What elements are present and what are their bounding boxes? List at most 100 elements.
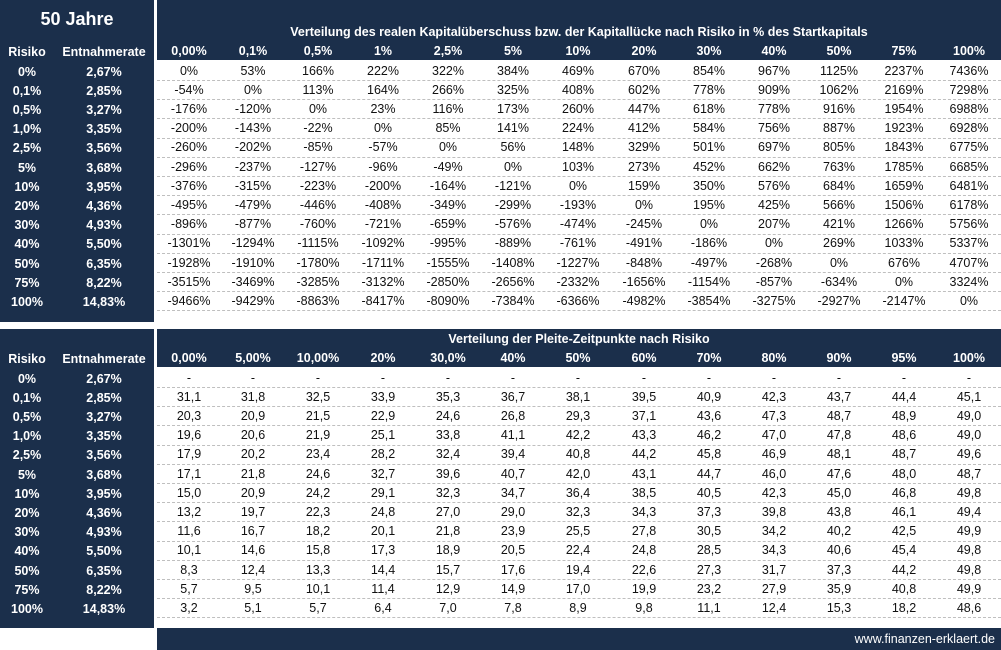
table-cell: 5337% <box>949 236 989 251</box>
table-cell: 116% <box>432 101 464 116</box>
table-cell: 23,4 <box>305 447 331 462</box>
table-cell: 1843% <box>884 140 924 155</box>
table-cell: 29,1 <box>370 485 396 500</box>
table-cell: 27,3 <box>696 562 722 577</box>
table-cell: -1301% <box>167 236 211 251</box>
withdrawal-rate-value: 3,27% <box>86 102 122 117</box>
column-header-cell: 30% <box>696 44 722 58</box>
table-cell: 6,4 <box>374 600 392 615</box>
table-cell: 34,7 <box>500 485 526 500</box>
table-cell: 40,9 <box>696 389 722 404</box>
table-row: -376% -315% -223% -200% -164% -121% 0% 159% 350%… <box>157 176 1001 197</box>
table-cell: 21,5 <box>305 408 331 423</box>
table-cell: - <box>380 370 386 385</box>
table-cell: 756% <box>758 121 790 136</box>
risk-value: 5% <box>17 160 37 175</box>
table-cell: 45,1 <box>956 389 982 404</box>
table-cell: 36,4 <box>565 485 591 500</box>
column-header-cell: 50% <box>565 351 591 365</box>
table-cell: -995% <box>429 236 467 251</box>
table-cell: 48,6 <box>891 428 917 443</box>
withdrawal-rate-value: 2,67% <box>86 371 122 386</box>
table-cell: -3285% <box>296 274 340 289</box>
risk-value: 75% <box>14 582 40 597</box>
table-cell: 4707% <box>949 255 989 270</box>
risk-value: 0,1% <box>12 83 42 98</box>
table-cell: -877% <box>234 217 272 232</box>
table-cell: 778% <box>758 101 790 116</box>
row-label: 20% 4,36% <box>0 196 154 215</box>
table-cell: 266% <box>432 82 464 97</box>
table-cell: 33,8 <box>435 428 461 443</box>
table-cell: 22,3 <box>305 504 331 519</box>
withdrawal-rate-value: 8,22% <box>86 275 122 290</box>
table-cell: 39,4 <box>500 447 526 462</box>
table-cell: -376% <box>170 178 208 193</box>
withdrawal-rate-value: 4,93% <box>86 218 122 233</box>
table-cell: - <box>641 370 647 385</box>
table-cell: -143% <box>234 121 272 136</box>
table-cell: 0% <box>308 101 328 116</box>
table-cell: -9466% <box>167 293 211 308</box>
table-cell: -659% <box>429 217 467 232</box>
table-cell: 32,4 <box>435 447 461 462</box>
column-header-cell: 10,00% <box>296 351 340 365</box>
table-cell: 26,8 <box>500 408 526 423</box>
table-cell: -349% <box>429 197 467 212</box>
table-cell: 15,8 <box>305 543 331 558</box>
table-cell: 46,1 <box>891 504 917 519</box>
table-cell: 56% <box>500 140 526 155</box>
table-cell: 0% <box>634 197 654 212</box>
table-cell: 103% <box>562 159 594 174</box>
column-header-cell: 75% <box>891 44 917 58</box>
table-cell: 17,0 <box>565 581 591 596</box>
table-cell: 49,8 <box>956 485 982 500</box>
table-cell: -127% <box>299 159 337 174</box>
table-cell: -8417% <box>361 293 405 308</box>
table-row: 31,1 31,8 32,5 33,9 35,3 36,7 38,1 39,5 40,9 42,3… <box>157 387 1001 408</box>
row-label: 10% 3,95% <box>0 177 154 196</box>
table-cell: 45,4 <box>891 543 917 558</box>
table-cell: 697% <box>758 140 790 155</box>
table-cell: 38,1 <box>565 389 591 404</box>
table-cell: 421% <box>823 217 855 232</box>
footer-bar <box>157 628 1001 650</box>
withdrawal-rate-value: 5,50% <box>86 544 122 559</box>
table-cell: 207% <box>758 217 790 232</box>
table-cell: 0% <box>829 255 849 270</box>
table-cell: -634% <box>820 274 858 289</box>
column-header-cell: 0,1% <box>238 44 268 58</box>
table-cell: 28,2 <box>370 447 396 462</box>
table-cell: -260% <box>170 140 208 155</box>
table-cell: 7,8 <box>504 600 522 615</box>
table-cell: 322% <box>432 63 464 78</box>
table-cell: -1227% <box>556 255 600 270</box>
table-row: 10,1 14,6 15,8 17,3 18,9 20,5 22,4 24,8 28,5 34,3… <box>157 541 1001 561</box>
table-cell: 47,6 <box>826 466 852 481</box>
table-cell: 46,2 <box>696 428 722 443</box>
table-row: -296% -237% -127% -96% -49% 0% 103% 273% 452% 662… <box>157 157 1001 177</box>
row-label: 0,1% 2,85% <box>0 388 154 407</box>
table-cell: -760% <box>299 217 337 232</box>
table-cell: 48,7 <box>956 466 982 481</box>
table-cell: -245% <box>625 217 663 232</box>
table-cell: - <box>836 370 842 385</box>
table-cell: 32,7 <box>370 466 396 481</box>
table-cell: 40,7 <box>500 466 526 481</box>
table2-title-text: Verteilung der Pleite-Zeitpunkte nach Ri… <box>448 332 710 346</box>
table-cell: 1923% <box>884 121 924 136</box>
table-cell: 45,8 <box>696 447 722 462</box>
table-cell: 30,5 <box>696 524 722 539</box>
table-cell: -1555% <box>426 255 470 270</box>
table-row: 15,0 20,9 24,2 29,1 32,3 34,7 36,4 38,5 40,5 42,3… <box>157 483 1001 504</box>
title-text: 50 Jahre <box>40 8 114 29</box>
table-cell: 53% <box>240 63 266 78</box>
table-row: -3515% -3469% -3285% -3132% -2850% -2656% -233… <box>157 272 1001 293</box>
table-cell: 6178% <box>949 197 989 212</box>
table-cell: 47,0 <box>761 428 787 443</box>
table-cell: 13,3 <box>305 562 331 577</box>
table-cell: 7298% <box>949 82 989 97</box>
table-cell: 32,5 <box>305 389 331 404</box>
table-cell: -857% <box>755 274 793 289</box>
row-label: 50% 6,35% <box>0 254 154 273</box>
